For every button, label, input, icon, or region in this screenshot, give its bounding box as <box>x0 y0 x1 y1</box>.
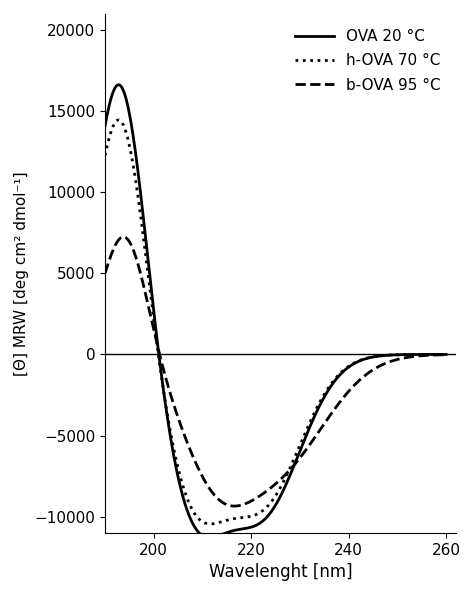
Legend: OVA 20 °C, h-OVA 70 °C, b-OVA 95 °C: OVA 20 °C, h-OVA 70 °C, b-OVA 95 °C <box>288 21 448 100</box>
X-axis label: Wavelenght [nm]: Wavelenght [nm] <box>209 563 352 581</box>
Y-axis label: [Θ] MRW [deg cm² dmol⁻¹]: [Θ] MRW [deg cm² dmol⁻¹] <box>14 171 29 375</box>
